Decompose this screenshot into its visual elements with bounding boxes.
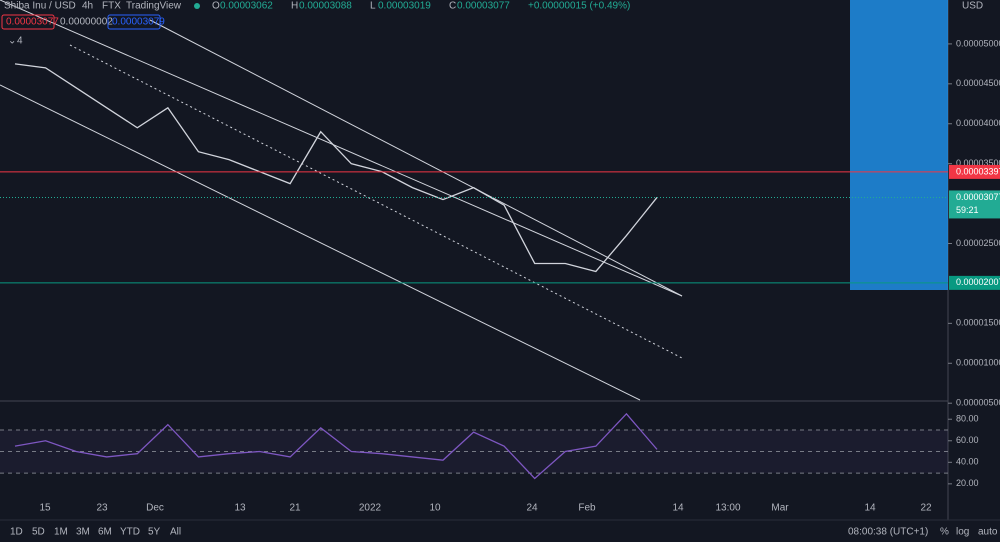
y-tick-label: 20.00 [956,478,979,488]
range-button[interactable]: 5D [32,527,45,538]
buy-price[interactable]: 0.00003079 [112,17,165,28]
range-button[interactable]: 6M [98,527,112,538]
y-tick-label: 0.00001000 [956,358,1000,368]
x-tick-label: Mar [771,503,789,514]
ohlc-value: 0.00003088 [299,1,352,12]
x-tick-label: 13 [234,503,246,514]
header: Shiba Inu / USD 4h FTX TradingView 0.000… [1,1,983,47]
x-tick-label: 15 [39,503,51,514]
currency[interactable]: USD [962,1,983,12]
ohlc-key: L [370,1,376,12]
x-tick-label: 14 [672,503,684,514]
sell-box[interactable] [1,14,55,30]
indicator-toggle[interactable]: ⌄ [8,36,16,47]
range-button[interactable]: 1M [54,527,68,538]
y-tick-label: 0.00000500 [956,398,1000,408]
price-badge [949,275,1000,290]
trend-line [0,84,641,401]
symbol: Shiba Inu / USD [4,1,76,12]
trend-line [149,19,683,297]
clock: 08:00:38 (UTC+1) [848,527,928,538]
x-tick-label: 2022 [359,503,382,514]
y-tick-label: 0.00001500 [956,318,1000,328]
volume-profile-area [850,0,948,290]
ohlc-value: 0.00003062 [220,1,273,12]
price-line [14,63,658,273]
sell-price[interactable]: 0.00003077 [6,17,59,28]
x-tick-label: 10 [429,503,441,514]
price-badge [949,190,1000,219]
x-tick-label: 21 [289,503,301,514]
range-button[interactable]: YTD [120,527,140,538]
source: TradingView [126,1,182,12]
range-button[interactable]: All [170,527,181,538]
change: +0.00000015 (+0.49%) [528,1,630,12]
price-badge-label: 0.00003077 [956,192,1000,202]
x-tick-label: 23 [96,503,108,514]
price-badge-label: 0.00002007 [956,277,1000,287]
y-tick-label: 40.00 [956,457,979,467]
scale-option[interactable]: log [956,527,969,538]
range-button[interactable]: 1D [10,527,23,538]
ohlc-value: 0.00003019 [378,1,431,12]
indicator-count[interactable]: 4 [17,36,23,47]
x-tick-label: Dec [146,503,164,514]
y-tick-label: 0.00004500 [956,78,1000,88]
ohlc-key: C [449,1,456,12]
scale-option[interactable]: % [940,527,949,538]
ohlc-value: 0.00003077 [457,1,510,12]
ohlc-key: H [291,1,298,12]
range-button[interactable]: 3M [76,527,90,538]
price-line [14,412,658,480]
trend-line [0,0,683,297]
countdown: 59:21 [956,205,979,215]
price-badge-label: 0.00003397 [956,166,1000,176]
y-tick-label: 0.00003500 [956,158,1000,168]
range-button[interactable]: 5Y [148,527,161,538]
price-badge [949,164,1000,179]
ohlc-key: O [212,1,220,12]
x-tick-label: 22 [920,503,932,514]
status-dot [194,3,200,9]
x-tick-label: 13:00 [715,503,740,514]
buy-box[interactable] [107,14,161,30]
scale-option[interactable]: auto [978,527,998,538]
y-tick-label: 0.00004000 [956,118,1000,128]
exchange: FTX [102,1,121,12]
y-tick-label: 0.00005000 [956,38,1000,48]
y-tick-label: 80.00 [956,414,979,424]
x-tick-label: 24 [526,503,538,514]
x-tick-label: Feb [578,503,596,514]
interval: 4h [82,1,93,12]
y-tick-label: 60.00 [956,435,979,445]
y-tick-label: 0.00002500 [956,238,1000,248]
spread: 0.00000002 [60,17,113,28]
x-tick-label: 14 [864,503,876,514]
